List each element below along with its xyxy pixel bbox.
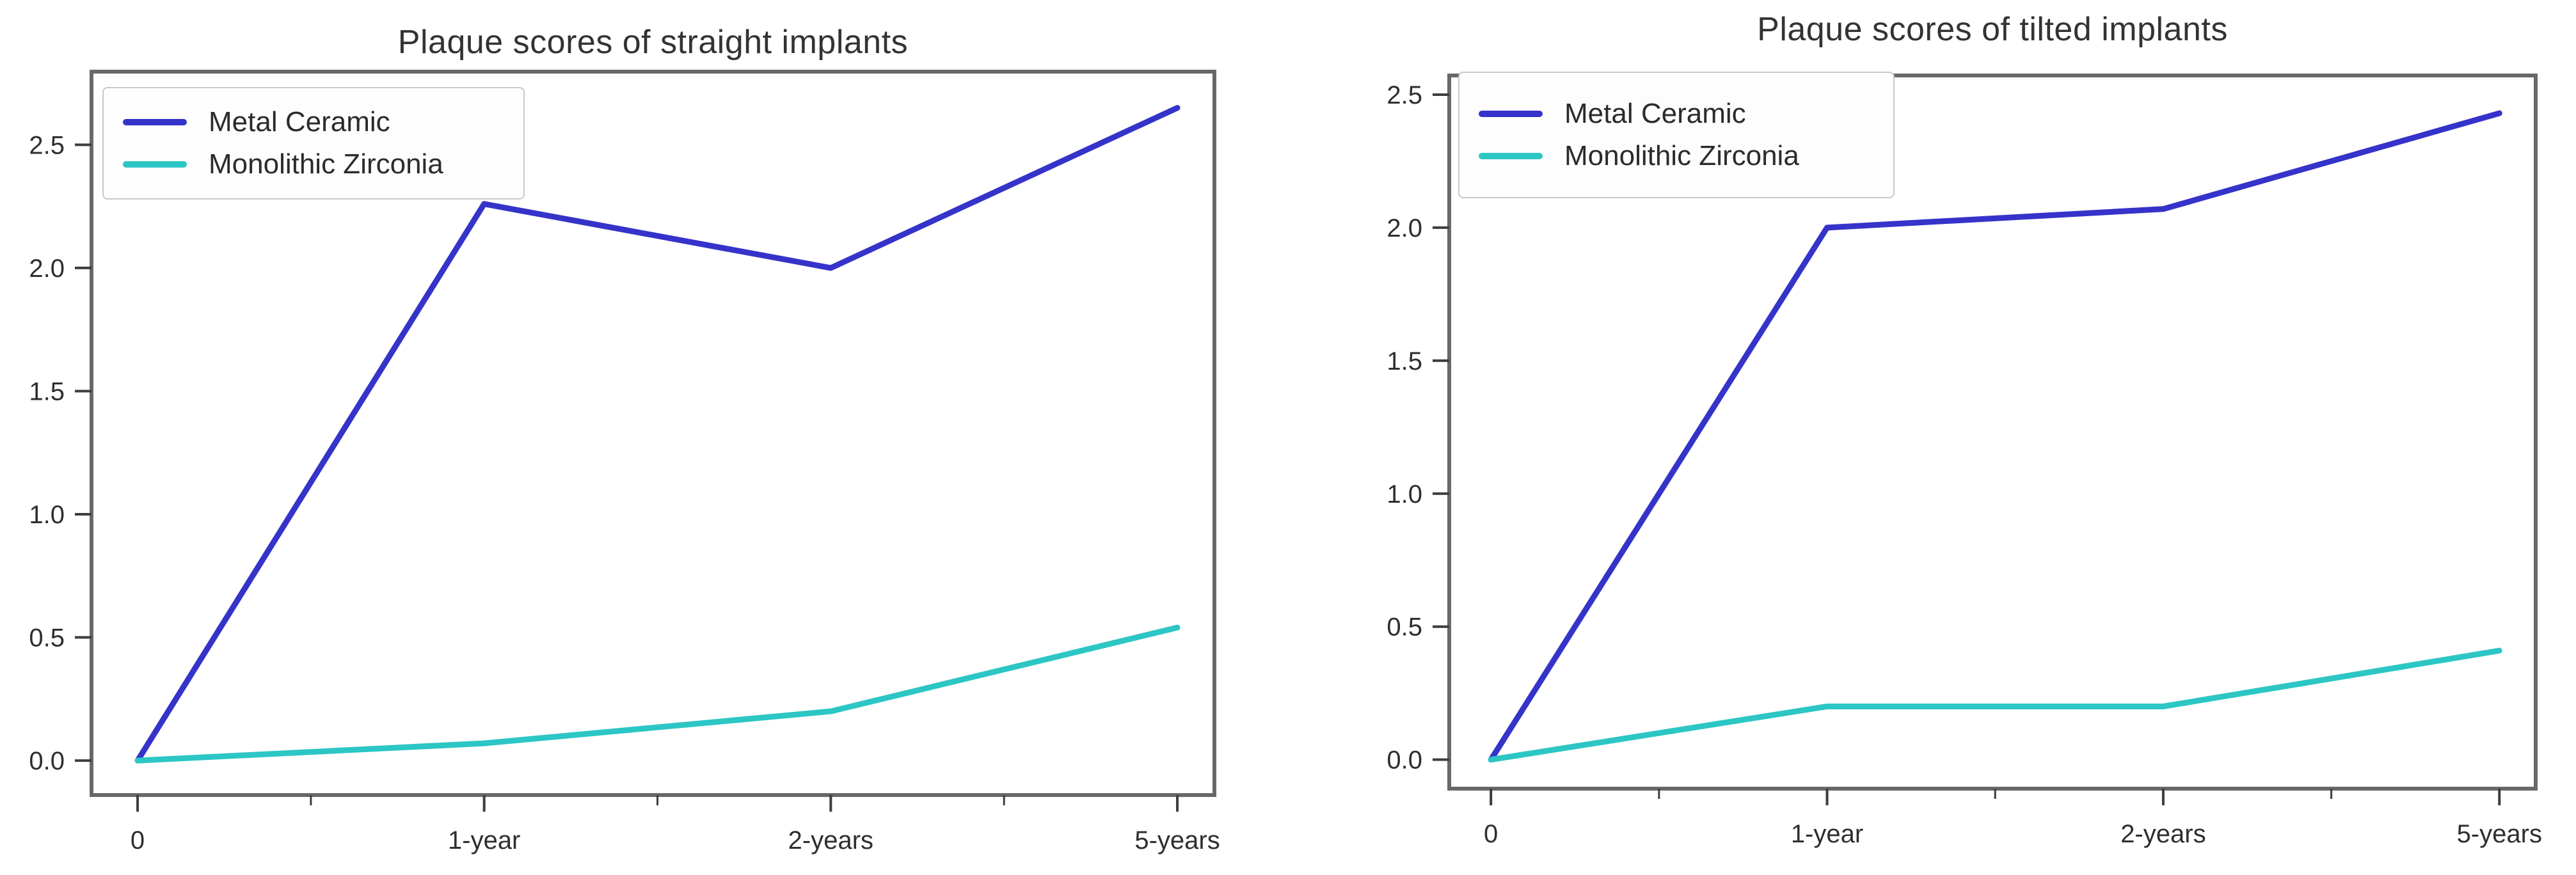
y-tick-label: 2.0 [1387, 214, 1422, 242]
legend-item-metal-ceramic: Metal Ceramic [1479, 98, 1874, 130]
plot-area-straight: 0 1-year 2-years 5-years 0.0 0.5 1.0 1.5 2.0 2.5 [29, 70, 1220, 855]
chart-title-straight: Plaque scores of straight implants [397, 24, 909, 61]
y-tick-label: 1.5 [29, 377, 65, 406]
series-line-metal-ceramic [134, 105, 1181, 764]
y-tick-label: 0.0 [29, 747, 65, 775]
x-tick-label: 1-year [448, 826, 520, 855]
legend-swatch-metal-ceramic [123, 119, 187, 125]
chart-tilted-implants: Plaque scores of tilted implants 0 1-year… [1288, 0, 2576, 875]
legend-swatch-metal-ceramic [1479, 111, 1543, 117]
legend-label-metal-ceramic: Metal Ceramic [209, 106, 390, 138]
chart-straight-implants: Plaque scores of straight implants 0 1-ye… [29, 24, 1220, 855]
legend-item-metal-ceramic: Metal Ceramic [123, 106, 504, 138]
x-tick-label: 0 [131, 826, 145, 855]
legend-label-monolithic-zirconia: Monolithic Zirconia [209, 148, 443, 180]
legend-straight: Metal Ceramic Monolithic Zirconia [102, 87, 525, 200]
plot-frame [1447, 74, 2538, 791]
y-tick-label: 0.5 [1387, 613, 1422, 642]
plot-area-tilted: 0 1-year 2-years 5-years 0.0 0.5 1.0 1.5 2.0 2.5 [1387, 74, 2542, 848]
chart-title-tilted: Plaque scores of tilted implants [1757, 11, 2228, 48]
x-tick-label: 2-years [788, 826, 873, 855]
x-tick-label: 2-years [2120, 820, 2206, 848]
x-axis: 0 1-year 2-years 5-years [1484, 789, 2542, 848]
y-tick-label: 0.5 [29, 624, 65, 652]
x-axis: 0 1-year 2-years 5-years [131, 795, 1220, 855]
legend-swatch-monolithic-zirconia [1479, 153, 1543, 159]
x-tick-label: 0 [1484, 820, 1498, 848]
y-tick-label: 1.0 [29, 501, 65, 529]
y-tick-label: 2.5 [1387, 81, 1422, 109]
x-tick-label: 5-years [1134, 826, 1220, 855]
series-line-metal-ceramic [1488, 110, 2502, 763]
x-tick-label: 5-years [2457, 820, 2542, 848]
legend-item-monolithic-zirconia: Monolithic Zirconia [1479, 140, 1874, 172]
y-axis: 0.0 0.5 1.0 1.5 2.0 2.5 [29, 131, 91, 775]
y-tick-label: 2.5 [29, 131, 65, 159]
plot-frame [90, 70, 1216, 797]
x-tick-label: 1-year [1791, 820, 1863, 848]
series-line-monolithic-zirconia [1488, 647, 2502, 763]
y-tick-label: 0.0 [1387, 746, 1422, 775]
y-tick-label: 2.0 [29, 255, 65, 283]
legend-swatch-monolithic-zirconia [123, 161, 187, 168]
legend-item-monolithic-zirconia: Monolithic Zirconia [123, 148, 504, 180]
y-tick-label: 1.0 [1387, 480, 1422, 508]
y-axis: 0.0 0.5 1.0 1.5 2.0 2.5 [1387, 81, 1449, 775]
series-line-monolithic-zirconia [134, 624, 1181, 764]
y-tick-label: 1.5 [1387, 347, 1422, 375]
legend-tilted: Metal Ceramic Monolithic Zirconia [1458, 72, 1895, 198]
legend-label-metal-ceramic: Metal Ceramic [1564, 98, 1746, 129]
legend-label-monolithic-zirconia: Monolithic Zirconia [1564, 140, 1799, 171]
